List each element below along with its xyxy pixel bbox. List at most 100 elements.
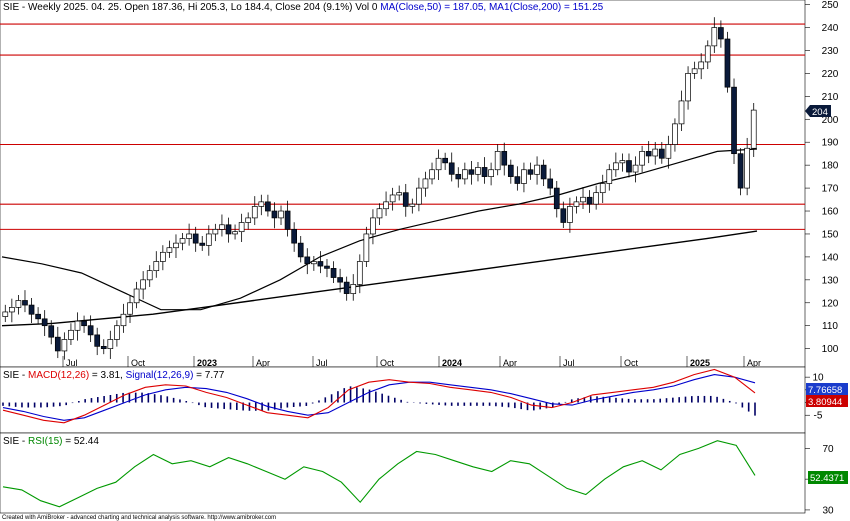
candle-body <box>521 169 527 184</box>
macd-value-label: 3.80944 <box>808 397 842 408</box>
candle-body <box>468 169 475 175</box>
candle-body <box>599 183 606 194</box>
title-part: = 7.77 <box>193 370 224 381</box>
candles <box>2 17 757 360</box>
candle-body <box>573 201 580 207</box>
candle-body <box>724 38 731 88</box>
rsi-tick-label: 70 <box>822 444 834 455</box>
candle-body <box>462 169 468 180</box>
price-tick-label: 190 <box>822 138 839 149</box>
candle-body <box>278 210 284 219</box>
candle-body <box>639 151 645 166</box>
candle-body <box>514 176 521 184</box>
price-tick-label: 250 <box>822 0 839 11</box>
candle-body <box>212 229 219 235</box>
candle-body <box>100 346 107 350</box>
title-part: SIE - <box>3 370 28 381</box>
candle-body <box>114 325 120 340</box>
time-tick-label: 2023 <box>197 358 217 368</box>
candle-body <box>698 61 705 70</box>
candle-body <box>619 160 626 164</box>
candle-body <box>297 242 304 258</box>
ma50-line <box>1 148 758 311</box>
candle-body <box>61 339 68 352</box>
price-panel-frame <box>0 0 806 368</box>
rsi-panel-title: SIE - RSI(15) = 52.44 <box>3 436 99 447</box>
candle-body <box>744 147 750 189</box>
macd-series <box>2 368 756 424</box>
candle-body <box>140 279 146 290</box>
time-tick-label: Oct <box>380 358 395 368</box>
candle-body <box>501 151 508 166</box>
title-part: SIE - Weekly 2025. 04. 25. Open 187.36, … <box>3 2 380 13</box>
candle-body <box>192 233 199 244</box>
candle-body <box>166 247 173 253</box>
time-tick-label: Jul <box>563 358 575 368</box>
price-panel: 100 110 120 130 140 150 160 170 180 190 200 210 220 2… <box>0 0 839 368</box>
candle-body <box>586 196 593 205</box>
candle-body <box>265 201 271 212</box>
title-part: MA1(Close,200) = 151.25 <box>489 2 604 13</box>
candle-body <box>396 192 403 196</box>
price-panel-title: SIE - Weekly 2025. 04. 25. Open 187.36, … <box>3 2 604 13</box>
last-price-label: 204 <box>812 107 828 118</box>
time-tick-label: 2024 <box>442 358 462 368</box>
candle-body <box>553 187 560 210</box>
candle-body <box>173 242 179 249</box>
candle-body <box>704 45 711 63</box>
rsi-series <box>2 440 756 508</box>
candle-body <box>127 302 133 315</box>
macd-tick-label: 10 <box>812 373 824 384</box>
time-axis: Jul Oct 2023 Apr Jul Oct 2024 Apr Jul Oct 2025 Apr <box>62 356 761 368</box>
price-tick-label: 200 <box>822 115 839 126</box>
candle-body <box>258 201 265 207</box>
candle-body <box>560 208 567 223</box>
title-part: Signal(12,26,9) <box>126 370 194 381</box>
candle-body <box>324 265 330 269</box>
macd-panel: 1050-5 SIE - MACD(12,26) = 3.81, Signal(… <box>0 366 848 434</box>
candle-body <box>613 162 619 171</box>
time-tick-label: Apr <box>747 358 761 368</box>
candle-body <box>133 288 140 304</box>
candle-body <box>35 313 41 320</box>
candle-body <box>160 251 166 262</box>
candle-body <box>337 277 343 283</box>
candle-body <box>15 300 22 308</box>
candle-body <box>330 268 337 278</box>
time-tick-label: Oct <box>131 358 146 368</box>
candle-body <box>658 148 665 159</box>
candle-body <box>370 217 376 235</box>
candle-body <box>481 167 488 177</box>
candle-body <box>547 178 554 189</box>
candle-body <box>632 164 639 173</box>
title-part: RSI(15) <box>28 436 62 447</box>
candle-body <box>580 196 586 203</box>
ma200-series <box>1 230 758 327</box>
candle-body <box>652 148 659 157</box>
candle-body <box>389 194 396 203</box>
price-tick-label: 240 <box>822 23 839 34</box>
candle-body <box>251 206 258 219</box>
candle-body <box>534 164 540 175</box>
candle-body <box>593 192 599 205</box>
price-tick-label: 150 <box>822 229 839 240</box>
title-part: MACD(12,26) <box>28 370 89 381</box>
candle-body <box>435 157 442 171</box>
candle-body <box>304 256 311 265</box>
rsi-value-badge: 52.4371 <box>808 471 848 484</box>
candle-body <box>678 100 685 125</box>
candle-body <box>199 242 206 246</box>
time-tick-label: Jul <box>66 358 78 368</box>
price-axis: 100 110 120 130 140 150 160 170 180 190 200 210 220 2… <box>805 0 839 355</box>
candle-body <box>540 164 547 180</box>
candle-body <box>376 208 383 219</box>
rsi-value-label: 52.4371 <box>810 473 844 484</box>
price-tick-label: 180 <box>822 161 839 172</box>
candle-body <box>718 27 724 40</box>
candle-body <box>416 187 422 205</box>
time-tick-label: 2025 <box>690 358 710 368</box>
candle-body <box>343 281 350 294</box>
candle-body <box>448 162 455 175</box>
candle-body <box>383 201 389 210</box>
candle-body <box>2 311 9 317</box>
